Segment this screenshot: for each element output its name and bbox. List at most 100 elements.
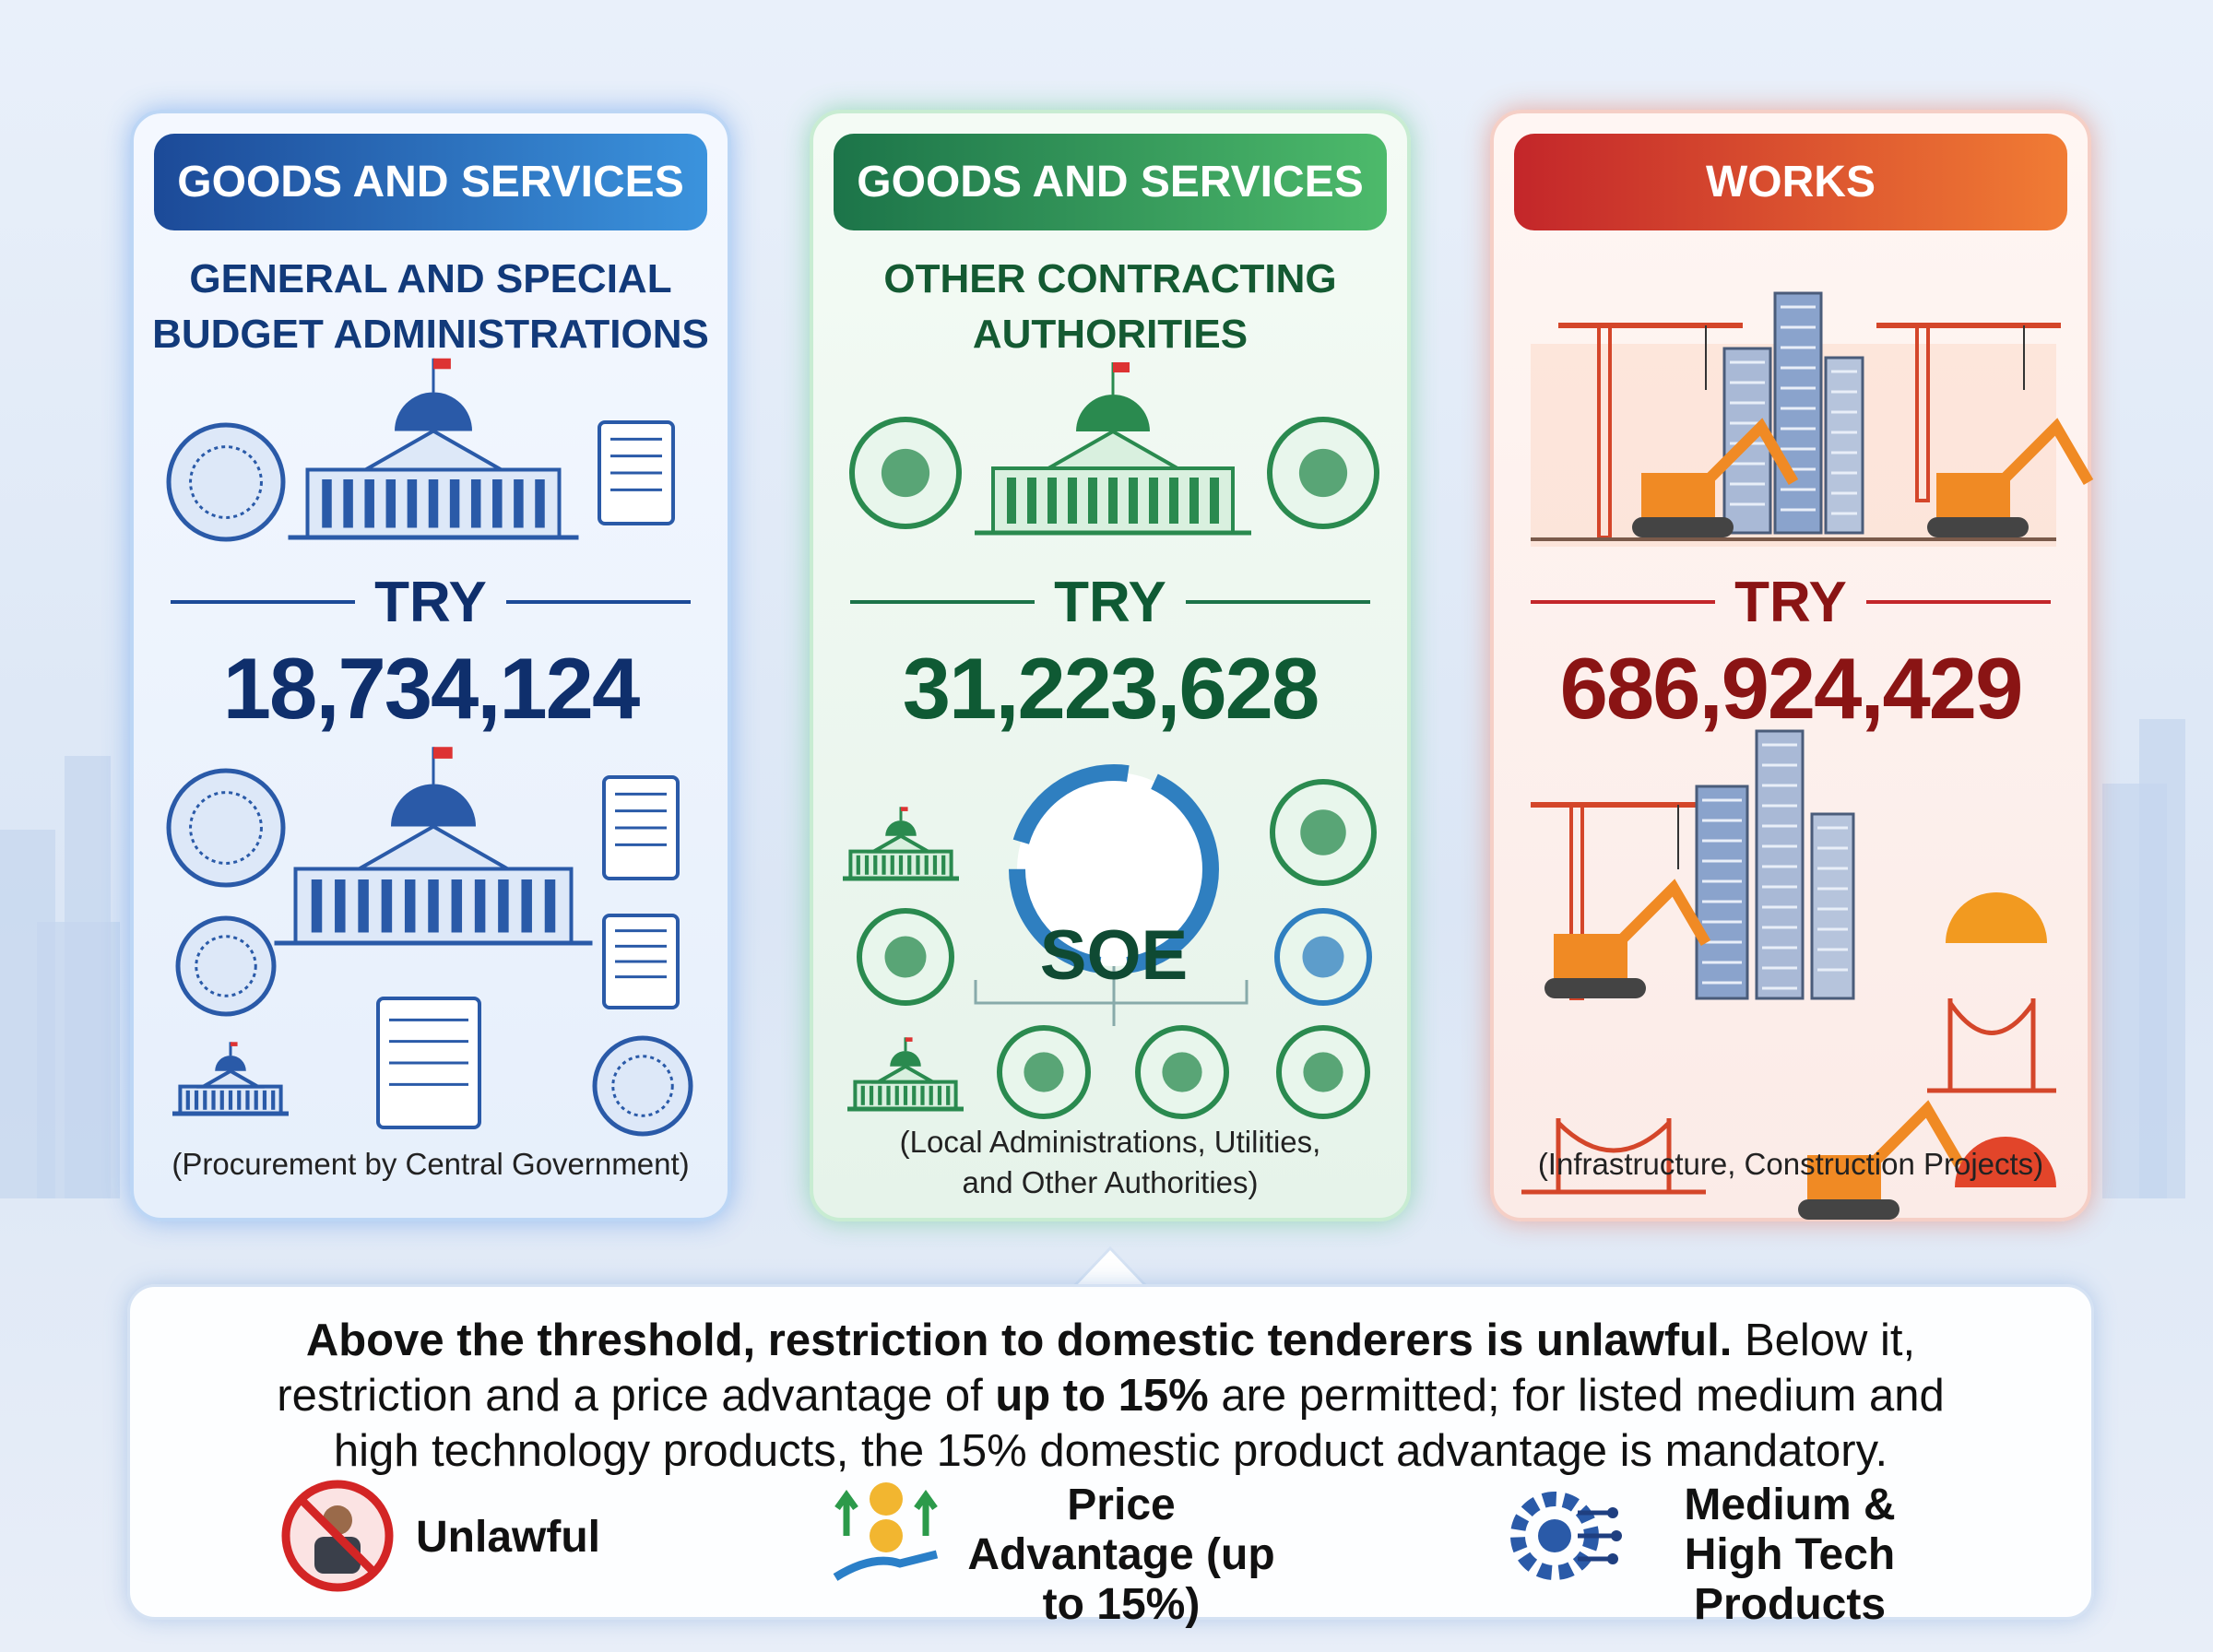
circle — [1607, 1553, 1618, 1564]
shape — [873, 855, 878, 875]
pointer — [1073, 1246, 1147, 1289]
summary-segment: up to 15% — [995, 1371, 1209, 1421]
shape — [946, 1085, 951, 1105]
legend-item: Medium & High Tech Products — [1684, 1481, 1896, 1629]
shape — [535, 479, 545, 528]
shape — [358, 879, 369, 933]
path — [834, 1489, 858, 1536]
shape — [1773, 291, 1823, 535]
shape — [228, 1090, 233, 1110]
shape — [449, 479, 460, 528]
shape — [428, 879, 439, 933]
shape — [364, 479, 374, 528]
shape — [175, 915, 277, 1017]
circle — [1607, 1507, 1618, 1518]
shape — [903, 1085, 908, 1105]
currency: TRY — [1734, 571, 1847, 634]
shape — [189, 445, 263, 519]
shape — [385, 479, 396, 528]
shape — [1641, 473, 1715, 517]
shape — [1936, 473, 2010, 517]
shape — [1927, 998, 2056, 1093]
shape — [245, 1090, 250, 1110]
shape — [166, 422, 286, 542]
circle — [1538, 1519, 1571, 1552]
shape — [871, 1064, 940, 1084]
shape — [1129, 478, 1138, 524]
shape — [237, 1090, 242, 1110]
shape — [901, 807, 908, 811]
shape — [1041, 429, 1185, 470]
shape — [937, 1085, 942, 1105]
shape — [470, 479, 481, 528]
shape — [492, 479, 503, 528]
shape — [215, 1056, 246, 1071]
shape — [1955, 1137, 2056, 1187]
shape — [311, 879, 323, 933]
shape — [1047, 478, 1057, 524]
shape — [1027, 478, 1036, 524]
shape — [474, 879, 486, 933]
card-subtitle: OTHER CONTRACTING AUTHORITIES — [883, 256, 1337, 357]
shape — [196, 1068, 265, 1089]
shape — [1149, 478, 1158, 524]
shape — [1521, 1118, 1706, 1195]
soe-badge: SOE — [1039, 916, 1189, 995]
summary-segment: Above the threshold, restriction to dome… — [305, 1316, 1733, 1365]
shape — [1632, 517, 1734, 537]
shape — [498, 879, 509, 933]
illustration — [1521, 291, 2094, 1220]
shape — [932, 855, 938, 875]
shape — [203, 1090, 207, 1110]
shape — [262, 1090, 267, 1110]
card: WORKS TRY 686,924,429 (Infrastructure, C… — [1490, 110, 2094, 1221]
shape — [1298, 448, 1348, 498]
shape — [351, 824, 515, 871]
summary-segment: Below it, restriction and a price advant… — [277, 1316, 1916, 1421]
shape — [231, 1042, 238, 1046]
shape — [592, 1035, 693, 1137]
shape — [1113, 362, 1130, 372]
shape — [343, 479, 353, 528]
card-note: (Local Administrations, Utilities, and O… — [899, 1125, 1321, 1199]
card: GOODS AND SERVICES OTHER CONTRACTING AUT… — [810, 110, 1411, 1221]
shape — [867, 833, 935, 854]
shape — [335, 879, 346, 933]
shape — [885, 820, 917, 836]
shape — [1189, 478, 1199, 524]
shape — [912, 1085, 917, 1105]
path — [1073, 1246, 1147, 1289]
shape — [433, 747, 453, 759]
shape — [890, 855, 894, 875]
path — [914, 1489, 938, 1536]
shape — [905, 1037, 913, 1042]
shape — [254, 1090, 258, 1110]
shape — [1303, 1052, 1343, 1092]
shape — [1946, 892, 2047, 943]
shape — [920, 1085, 925, 1105]
shape — [884, 936, 927, 978]
shape — [1302, 936, 1344, 978]
shape — [428, 479, 439, 528]
shape — [1076, 395, 1150, 431]
shape — [37, 922, 120, 1198]
circle — [870, 1482, 903, 1516]
shape — [864, 855, 870, 875]
shape — [881, 448, 930, 498]
shape — [1554, 934, 1627, 978]
shape — [924, 855, 929, 875]
illustration — [843, 362, 1379, 1119]
shape — [907, 855, 912, 875]
shape — [514, 479, 524, 528]
legend-item: Price Advantage (up to 15%) — [967, 1481, 1275, 1629]
summary-segment: are permitted; for listed medium and hig… — [333, 1371, 1945, 1476]
rule — [1186, 600, 1370, 604]
shape — [882, 855, 886, 875]
shape — [611, 1055, 674, 1117]
card-note: (Infrastructure, Construction Projects) — [1537, 1147, 2044, 1181]
path — [833, 1550, 939, 1581]
shape — [1088, 478, 1097, 524]
shape — [1755, 729, 1805, 1000]
card-header: GOODS AND SERVICES — [154, 134, 707, 230]
